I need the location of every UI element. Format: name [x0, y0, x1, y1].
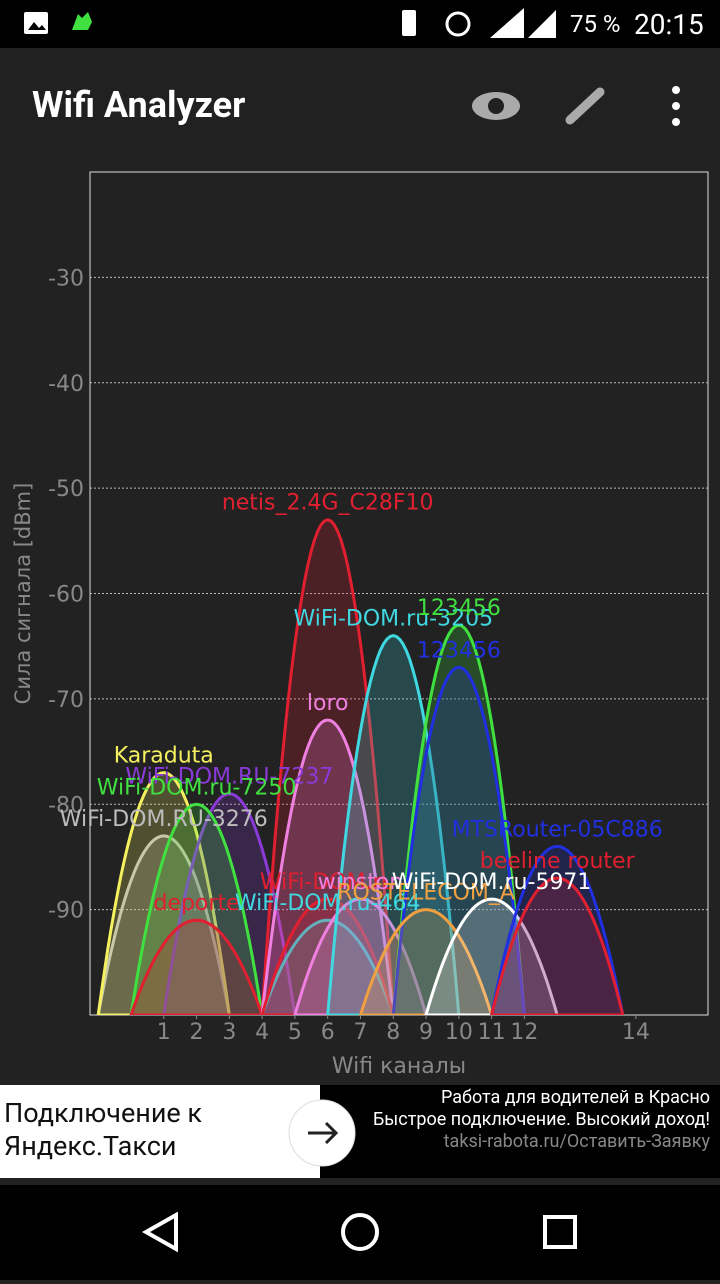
- ad-left-text: Подключение к Яндекс.Такси: [4, 1097, 203, 1162]
- network-label: WiFi-DOM.ru-464: [235, 891, 421, 916]
- x-tick-label: 3: [222, 1020, 236, 1045]
- y-tick-label: -70: [48, 688, 84, 713]
- network-label: MTSRouter-05C886: [452, 817, 663, 842]
- network-curve: [391, 665, 526, 1015]
- ad-url: taksi-rabota.ru/Оставить-Заявку: [443, 1131, 710, 1152]
- y-tick-label: -50: [48, 477, 84, 502]
- network-curve: [260, 518, 395, 1015]
- network-curve: [490, 844, 625, 1015]
- network-curve: [490, 876, 625, 1015]
- network-label: loro: [307, 691, 349, 716]
- x-tick-label: 9: [419, 1020, 433, 1045]
- network-label: netis_2.4G_C28F10: [222, 491, 434, 516]
- network-label: deporte: [153, 891, 239, 916]
- x-axis-label: Wifi каналы: [332, 1054, 466, 1079]
- x-tick-label: 2: [190, 1020, 204, 1045]
- x-tick-label: 10: [445, 1020, 473, 1045]
- network-curve: [129, 802, 264, 1015]
- network-curve: [326, 634, 461, 1015]
- y-tick-label: -80: [48, 793, 84, 818]
- ad-banner[interactable]: Подключение к Яндекс.Такси Работа для во…: [0, 1085, 720, 1178]
- network-label: beeline router: [480, 849, 636, 874]
- clock: 20:15: [634, 8, 704, 41]
- curves: [96, 518, 625, 1015]
- x-tick-label: 8: [386, 1020, 400, 1045]
- network-label: WiFi-DOM.ru-7250: [97, 775, 297, 800]
- network-label: 123456: [417, 638, 501, 663]
- nav-bar: [0, 1185, 720, 1280]
- x-tick-label: 4: [255, 1020, 269, 1045]
- y-tick-label: -90: [48, 899, 84, 924]
- network-curve: [293, 897, 428, 1015]
- x-tick-label: 1: [157, 1020, 171, 1045]
- network-label: 123456: [417, 596, 501, 621]
- ad-line1: Работа для водителей в Красно: [440, 1087, 710, 1108]
- x-tick-label: 7: [353, 1020, 367, 1045]
- x-tick-label: 14: [622, 1020, 650, 1045]
- network-label: WiFi-DOM.ru-3205: [293, 607, 493, 632]
- ad-line2: Быстрое подключение. Высокий доход!: [372, 1109, 710, 1130]
- network-curve: [424, 897, 559, 1015]
- x-tick-label: 6: [321, 1020, 335, 1045]
- network-curve: [129, 918, 264, 1015]
- chart: -30-40-50-60-70-80-901 2 3 4 5 6 7 8 9 10 11 12 14Wi…: [11, 171, 709, 1079]
- network-curve: [391, 623, 526, 1015]
- y-tick-label: -40: [48, 372, 84, 397]
- network-curve: [358, 908, 494, 1015]
- app-title: Wifi Analyzer: [32, 84, 246, 126]
- network-label: Karaduta: [114, 744, 214, 769]
- network-curve: [260, 918, 395, 1015]
- nav-buttons[interactable]: [0, 1185, 720, 1280]
- network-label: winston: [318, 870, 404, 895]
- network-label: WiFi-DOM.RU-3276: [60, 807, 268, 832]
- ad-arrow[interactable]: [288, 1099, 356, 1167]
- y-tick-label: -60: [48, 583, 84, 608]
- network-label: ROSTELECOM_A: [337, 881, 515, 906]
- x-tick-label: 5: [288, 1020, 302, 1045]
- app-actions[interactable]: [460, 78, 700, 134]
- status-bar: 75 % 20:15: [0, 0, 720, 48]
- network-label: WiFi-DOM.ru: [260, 870, 396, 895]
- y-axis-label: Сила сигнала [dBm]: [11, 483, 35, 705]
- network-curve: [260, 718, 395, 1015]
- network-label: WiFi-DOM.ru-5971: [392, 870, 592, 895]
- x-tick-label: 12: [510, 1020, 538, 1045]
- status-icons: [24, 8, 556, 38]
- battery: 75 %: [570, 10, 621, 38]
- ad-right: Работа для водителей в Красно Быстрое по…: [360, 1087, 710, 1153]
- network-curve: [260, 897, 395, 1015]
- ad-left: Подключение к Яндекс.Такси: [0, 1085, 356, 1178]
- network-label: WiFi-DOM.RU-7237: [125, 765, 333, 790]
- network-curve: [96, 771, 231, 1015]
- y-tick-label: -30: [48, 266, 84, 291]
- app-bar: Wifi Analyzer: [0, 48, 720, 160]
- x-tick-label: 11: [478, 1020, 506, 1045]
